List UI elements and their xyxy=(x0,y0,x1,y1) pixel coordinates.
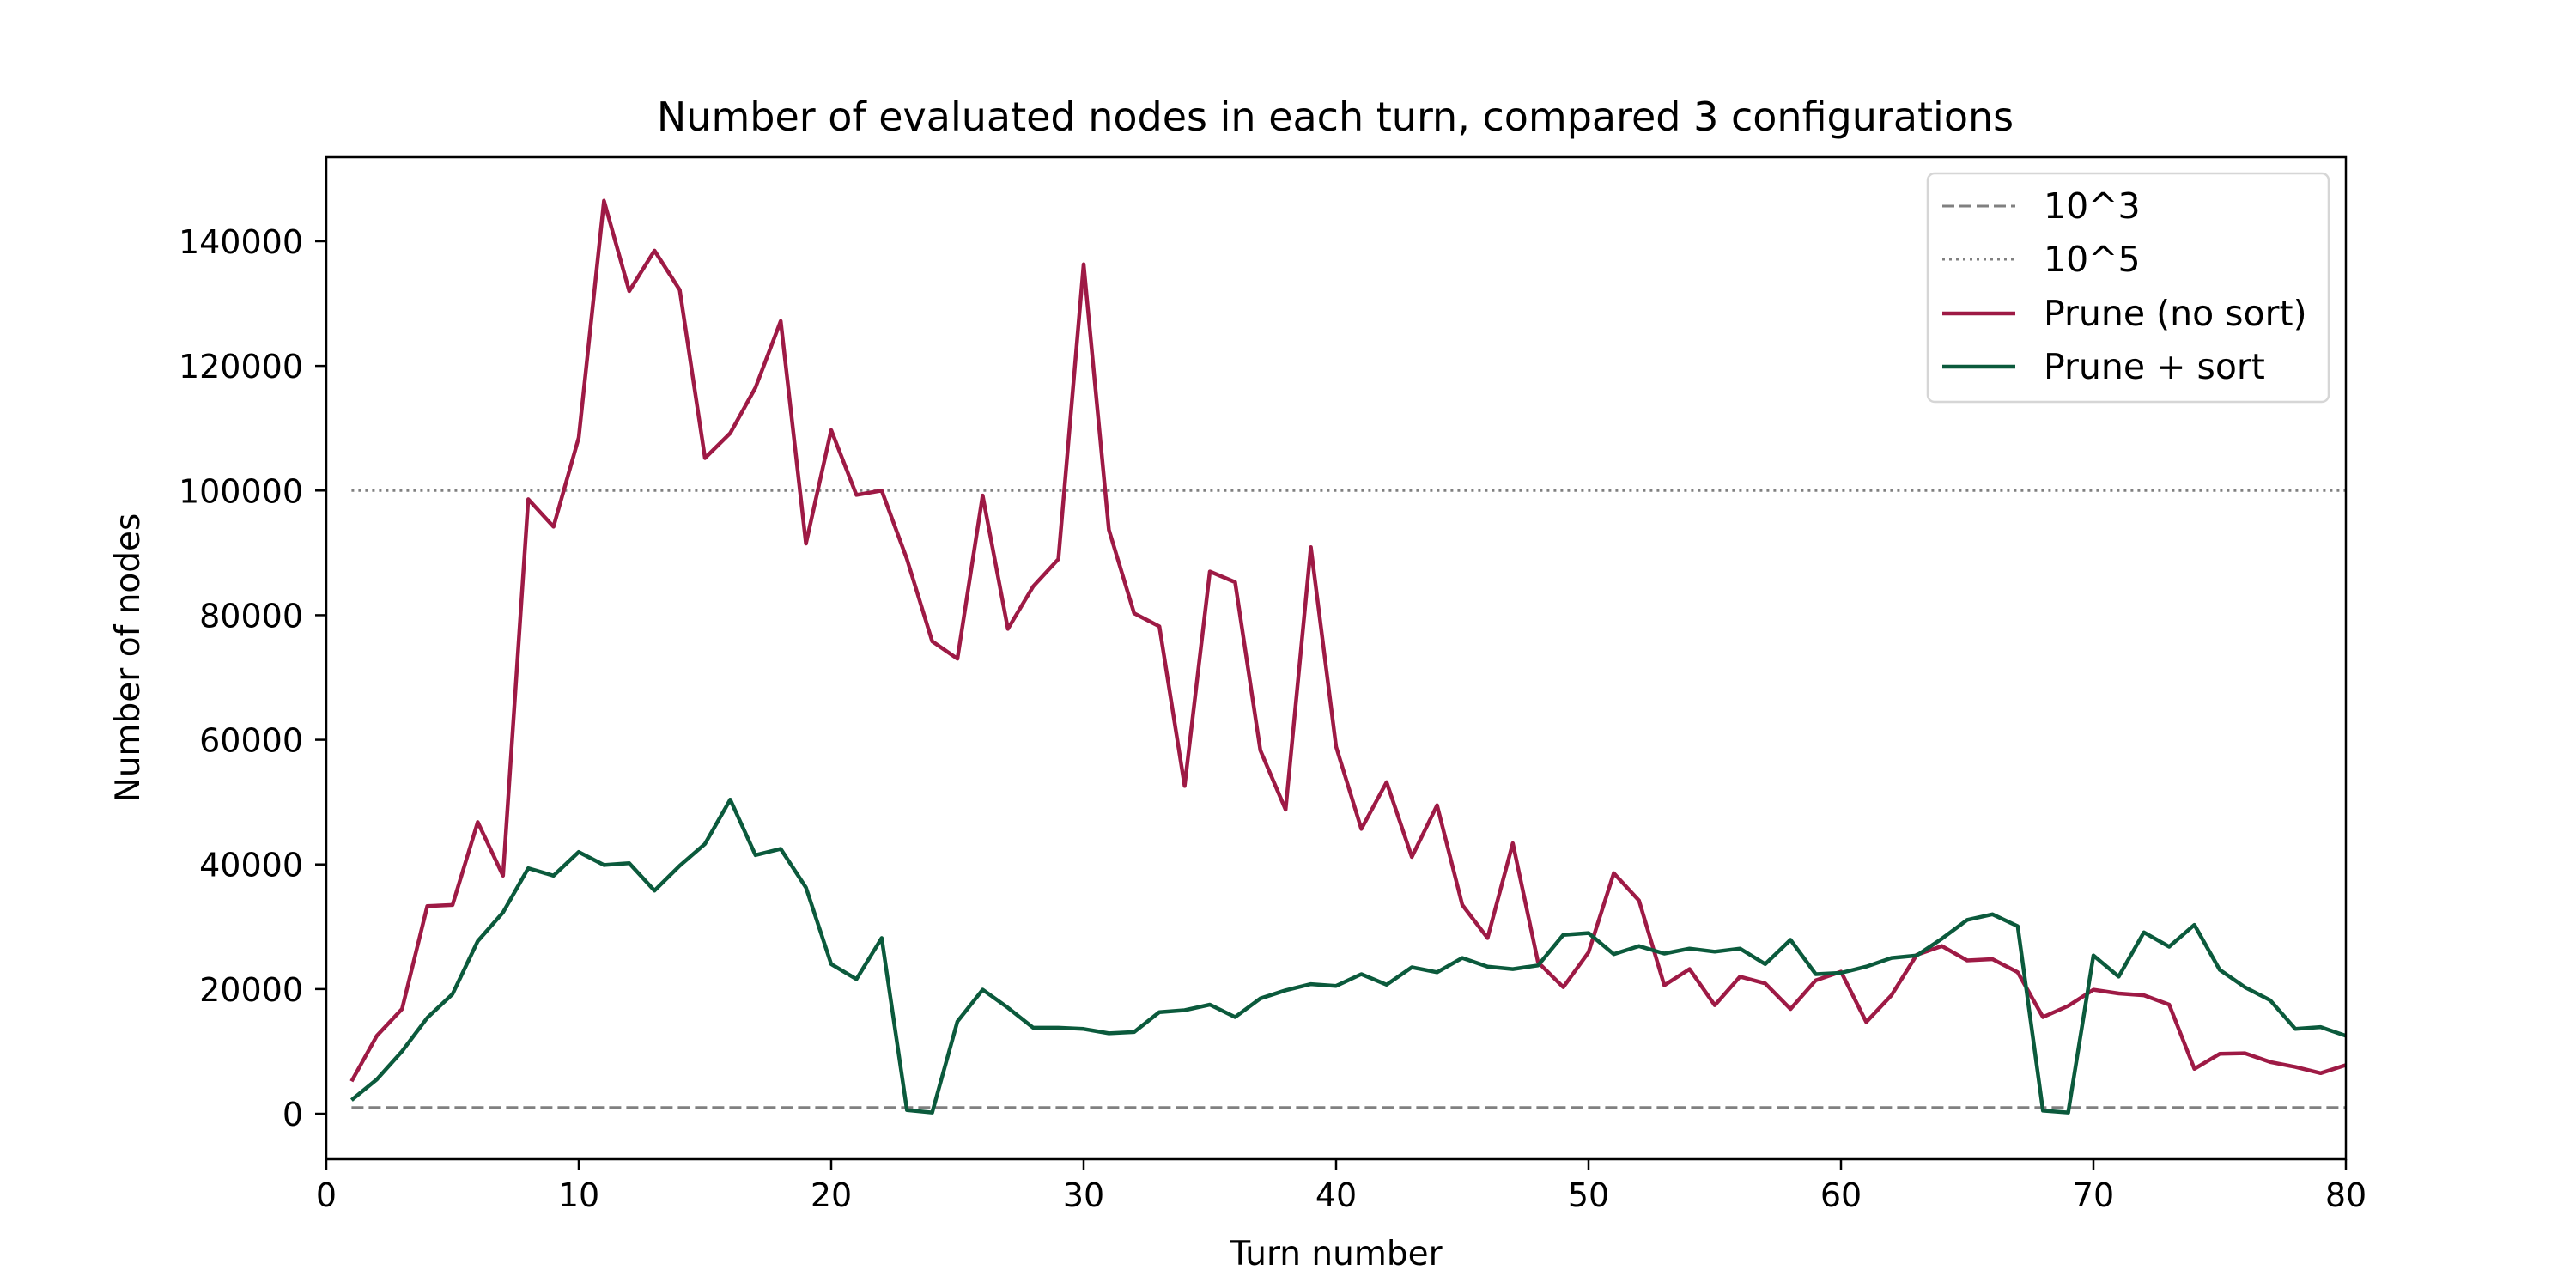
x-axis-label: Turn number xyxy=(1229,1235,1443,1273)
x-tick-label: 50 xyxy=(1568,1176,1609,1214)
legend-frame xyxy=(1926,172,2330,404)
x-axis-ticks: 0 10 20 30 40 50 60 70 80 xyxy=(316,1159,2366,1214)
x-tick-label: 70 xyxy=(2073,1176,2114,1214)
y-tick-label: 120000 xyxy=(179,348,303,386)
x-tick-label: 10 xyxy=(558,1176,599,1214)
y-axis-label: Number of nodes xyxy=(109,513,148,803)
legend-label-10-3: 10^3 xyxy=(2044,185,2141,227)
legend-label-10-5: 10^5 xyxy=(2044,239,2141,280)
y-tick-label: 20000 xyxy=(199,971,303,1009)
y-tick-label: 40000 xyxy=(199,847,303,884)
y-tick-label: 0 xyxy=(283,1096,303,1133)
y-tick-label: 140000 xyxy=(179,223,303,261)
legend-label-prune-no-sort: Prune (no sort) xyxy=(2044,293,2307,334)
y-tick-label: 60000 xyxy=(199,722,303,760)
x-tick-label: 20 xyxy=(811,1176,852,1214)
x-tick-label: 40 xyxy=(1315,1176,1357,1214)
x-tick-label: 60 xyxy=(1820,1176,1862,1214)
series-line-prune-no-sort xyxy=(349,198,2347,1083)
y-tick-label: 100000 xyxy=(179,472,303,510)
x-tick-label: 80 xyxy=(2325,1176,2366,1214)
legend: 10^3 10^5 Prune (no sort) Prune + sort xyxy=(1926,172,2330,404)
series-line-prune-sort xyxy=(349,797,2347,1115)
x-tick-label: 30 xyxy=(1063,1176,1104,1214)
plot-lines xyxy=(349,198,2347,1115)
legend-label-prune-sort: Prune + sort xyxy=(2044,346,2265,387)
y-axis-ticks: 0 20000 40000 60000 80000 100000 120000 140000 xyxy=(179,223,326,1133)
y-tick-label: 80000 xyxy=(199,597,303,635)
x-tick-label: 0 xyxy=(316,1176,337,1214)
chart-title: Number of evaluated nodes in each turn, … xyxy=(657,94,2014,140)
